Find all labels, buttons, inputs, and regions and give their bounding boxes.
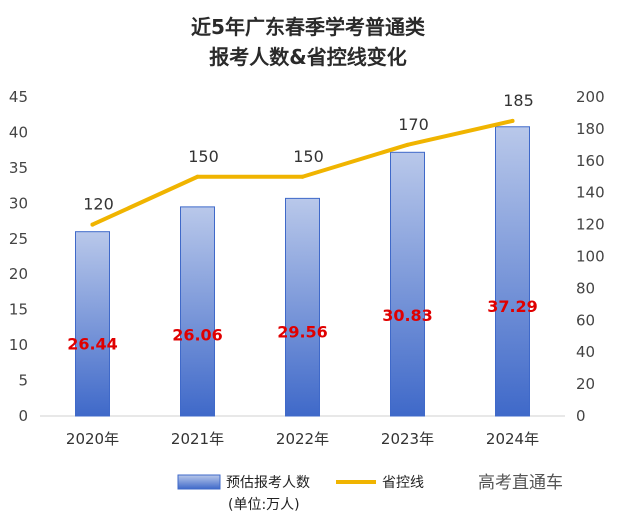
bars: 26.44 26.06 29.56 30.83 37.29 [67, 126, 538, 417]
bar [75, 231, 110, 417]
left-axis-tick-label: 20 [9, 265, 28, 283]
bar-value-label: 26.06 [172, 326, 223, 345]
left-axis-tick-label: 30 [9, 194, 28, 212]
line-point [300, 174, 305, 179]
left-axis-tick-label: 40 [9, 123, 28, 141]
line-series: 120 150 150 170 185 [83, 91, 534, 227]
right-axis-tick-label: 140 [576, 184, 605, 202]
bar-value-label: 37.29 [487, 297, 538, 316]
bar [390, 151, 425, 417]
line-value-label: 150 [188, 147, 219, 166]
left-axis-tick-label: 10 [9, 336, 28, 354]
right-axis-tick-label: 200 [576, 88, 605, 106]
left-axis-tick-label: 45 [9, 88, 28, 106]
x-tick-label: 2024年 [486, 430, 539, 448]
left-axis-tick-label: 15 [9, 301, 28, 319]
right-axis-tick-label: 120 [576, 216, 605, 234]
x-tick-label: 2023年 [381, 430, 434, 448]
bar-value-label: 29.56 [277, 323, 328, 342]
right-axis-tick-label: 0 [576, 407, 586, 425]
line-point [195, 174, 200, 179]
left-axis-tick-label: 35 [9, 159, 28, 177]
right-axis-tick-label: 180 [576, 120, 605, 138]
line-point [510, 118, 515, 123]
line-value-label: 150 [293, 147, 324, 166]
right-axis: 0 20 40 60 80 100 120 140 160 180 200 [576, 88, 605, 425]
legend-line-label: 省控线 [382, 475, 424, 491]
left-axis-tick-label: 5 [18, 372, 28, 390]
right-axis-tick-label: 20 [576, 375, 595, 393]
line-value-label: 170 [398, 115, 429, 134]
legend: 预估报考人数 (单位:万人) 省控线 高考直通车 [177, 473, 563, 513]
bar-value-label: 30.83 [382, 306, 433, 325]
left-axis: 0 5 10 15 20 25 30 35 40 45 [9, 88, 28, 425]
legend-bar-label: 预估报考人数 [226, 475, 310, 491]
right-axis-tick-label: 80 [576, 279, 595, 297]
right-axis-tick-label: 100 [576, 248, 605, 266]
bar-value-label: 26.44 [67, 335, 118, 354]
line-point [90, 222, 95, 227]
line-value-label: 185 [503, 91, 534, 110]
right-axis-tick-label: 40 [576, 343, 595, 361]
left-axis-tick-label: 25 [9, 230, 28, 248]
line-point [405, 142, 410, 147]
chart-title-line-2: 报考人数&省控线变化 [209, 45, 406, 69]
x-ticks: 2020年 2021年 2022年 2023年 2024年 [66, 430, 539, 448]
bar [285, 197, 320, 417]
legend-bar-swatch [177, 474, 221, 490]
x-tick-label: 2020年 [66, 430, 119, 448]
right-axis-tick-label: 160 [576, 152, 605, 170]
legend-bar-unit: (单位:万人) [228, 497, 300, 513]
left-axis-tick-label: 0 [18, 407, 28, 425]
brand-text: 高考直通车 [478, 473, 563, 493]
bar [180, 206, 215, 417]
bar [495, 126, 530, 417]
x-tick-label: 2021年 [171, 430, 224, 448]
line-value-label: 120 [83, 195, 114, 214]
x-tick-label: 2022年 [276, 430, 329, 448]
right-axis-tick-label: 60 [576, 311, 595, 329]
chart-title-line-1: 近5年广东春季学考普通类 [191, 15, 425, 39]
